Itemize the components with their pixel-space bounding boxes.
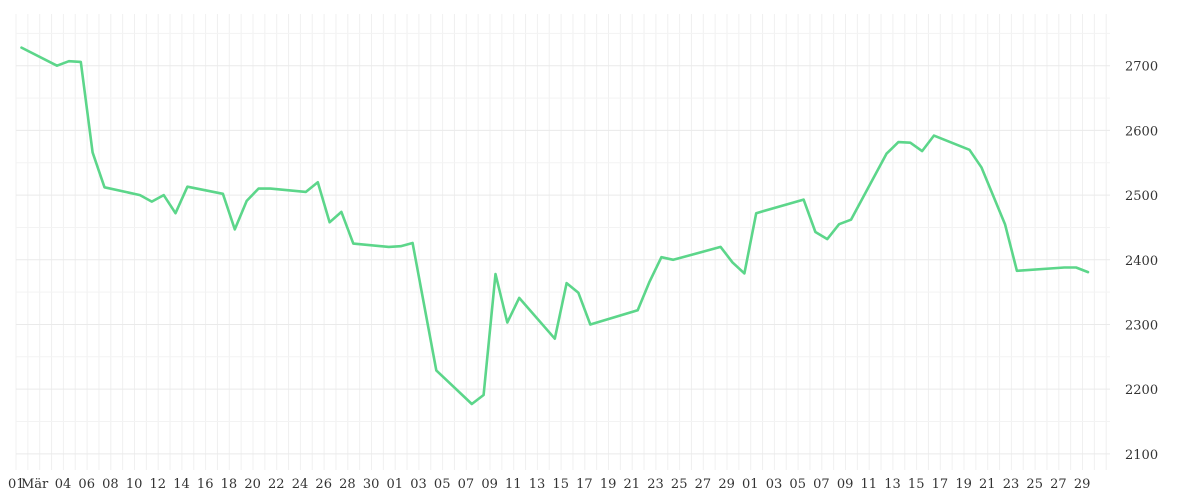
x-tick-label: 25	[1026, 477, 1043, 492]
x-tick-label: 25	[671, 477, 688, 492]
x-tick-label: 14	[173, 477, 190, 492]
x-tick-label: 09	[481, 477, 498, 492]
x-tick-label: 08	[102, 477, 119, 492]
x-tick-label: 17	[932, 477, 949, 492]
x-tick-label: 27	[1050, 477, 1067, 492]
x-tick-label: 04	[55, 477, 72, 492]
x-tick-label: 21	[979, 477, 996, 492]
x-tick-label: 22	[268, 477, 285, 492]
x-tick-label: 19	[600, 477, 617, 492]
y-tick-label: 2400	[1125, 254, 1158, 269]
y-tick-label: 2700	[1125, 60, 1158, 75]
x-tick-label: 10	[126, 477, 143, 492]
y-tick-label: 2500	[1125, 189, 1158, 204]
x-tick-label: 23	[1003, 477, 1020, 492]
x-tick-label: 23	[647, 477, 664, 492]
x-tick-label: 15	[908, 477, 925, 492]
x-tick-label: 01	[387, 477, 404, 492]
x-tick-label: Mär	[21, 477, 49, 492]
x-tick-label: 29	[1074, 477, 1091, 492]
x-tick-label: 06	[78, 477, 95, 492]
x-tick-label: 21	[624, 477, 641, 492]
x-tick-label: 05	[434, 477, 451, 492]
x-tick-label: 15	[552, 477, 569, 492]
grid	[15, 14, 1110, 470]
x-tick-label: 28	[339, 477, 356, 492]
y-tick-label: 2200	[1125, 383, 1158, 398]
x-tick-label: 07	[458, 477, 475, 492]
x-tick-label: 05	[789, 477, 806, 492]
x-tick-label: 03	[410, 477, 427, 492]
x-tick-label: 01	[8, 477, 25, 492]
x-tick-label: 03	[766, 477, 783, 492]
x-tick-label: 19	[955, 477, 972, 492]
x-tick-label: 29	[718, 477, 735, 492]
x-tick-label: 11	[505, 477, 522, 492]
x-tick-label: 01	[742, 477, 759, 492]
x-tick-label: 12	[150, 477, 167, 492]
x-tick-label: 16	[197, 477, 214, 492]
x-tick-label: 26	[315, 477, 332, 492]
x-tick-label: 11	[861, 477, 878, 492]
x-tick-label: 13	[884, 477, 901, 492]
x-tick-label: 09	[837, 477, 854, 492]
x-tick-label: 17	[576, 477, 593, 492]
series-line	[20, 46, 1090, 406]
x-tick-label: 07	[813, 477, 830, 492]
x-tick-label: 20	[244, 477, 261, 492]
x-tick-label: 13	[529, 477, 546, 492]
y-tick-label: 2300	[1125, 318, 1158, 333]
x-tick-label: 30	[363, 477, 380, 492]
x-tick-label: 18	[221, 477, 238, 492]
x-tick-label: 27	[695, 477, 712, 492]
series-layer	[20, 46, 1090, 406]
y-tick-label: 2600	[1125, 124, 1158, 139]
y-tick-label: 2100	[1125, 448, 1158, 463]
x-tick-label: 24	[292, 477, 309, 492]
